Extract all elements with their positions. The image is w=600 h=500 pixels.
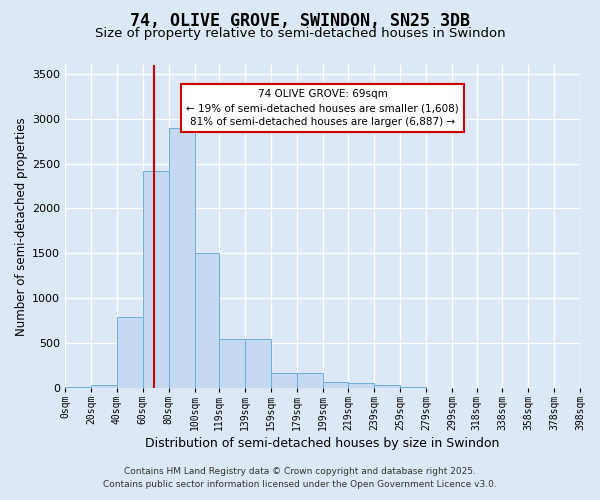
Y-axis label: Number of semi-detached properties: Number of semi-detached properties bbox=[15, 117, 28, 336]
Bar bbox=[323, 382, 349, 388]
Text: Contains HM Land Registry data © Crown copyright and database right 2025.
Contai: Contains HM Land Registry data © Crown c… bbox=[103, 468, 497, 489]
Bar bbox=[194, 254, 219, 388]
Bar bbox=[117, 317, 143, 388]
Bar bbox=[374, 386, 400, 388]
Bar bbox=[219, 339, 245, 388]
Bar bbox=[297, 373, 323, 388]
Text: 74, OLIVE GROVE, SWINDON, SN25 3DB: 74, OLIVE GROVE, SWINDON, SN25 3DB bbox=[130, 12, 470, 30]
Bar bbox=[65, 386, 91, 388]
Bar bbox=[169, 128, 194, 388]
Bar bbox=[400, 387, 426, 388]
Bar bbox=[143, 171, 169, 388]
Bar bbox=[245, 339, 271, 388]
Bar bbox=[349, 384, 374, 388]
Bar bbox=[91, 384, 117, 388]
Text: 74 OLIVE GROVE: 69sqm
← 19% of semi-detached houses are smaller (1,608)
81% of s: 74 OLIVE GROVE: 69sqm ← 19% of semi-deta… bbox=[186, 89, 459, 127]
Bar bbox=[271, 372, 297, 388]
X-axis label: Distribution of semi-detached houses by size in Swindon: Distribution of semi-detached houses by … bbox=[145, 437, 500, 450]
Text: Size of property relative to semi-detached houses in Swindon: Size of property relative to semi-detach… bbox=[95, 28, 505, 40]
